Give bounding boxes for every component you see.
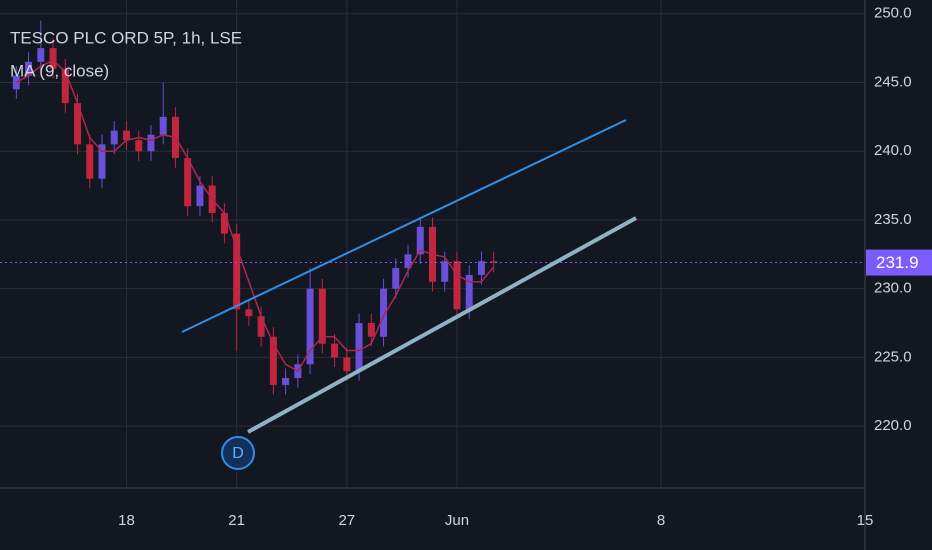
candle-body bbox=[355, 323, 363, 372]
last-price-box bbox=[866, 249, 932, 276]
annotation-label: D bbox=[232, 445, 244, 462]
candle-body bbox=[465, 274, 473, 310]
candle-body bbox=[220, 213, 228, 234]
x-tick-label: 15 bbox=[857, 512, 874, 529]
x-tick-label: 21 bbox=[228, 512, 245, 529]
candle-body bbox=[453, 261, 461, 310]
x-tick-label: 27 bbox=[338, 512, 355, 529]
candle-body bbox=[416, 226, 424, 255]
candle-body bbox=[49, 48, 57, 69]
chart-title: TESCO PLC ORD 5P, 1h, LSE bbox=[10, 28, 242, 47]
candle-body bbox=[404, 254, 412, 269]
candle-body bbox=[110, 130, 118, 145]
x-tick-label: 8 bbox=[657, 512, 665, 529]
x-tick-label: Jun bbox=[445, 512, 469, 529]
candle-body bbox=[122, 130, 130, 141]
y-tick-label: 220.0 bbox=[874, 417, 912, 434]
candle-body bbox=[37, 48, 45, 62]
candle-body bbox=[331, 343, 339, 358]
candle-body bbox=[477, 261, 485, 275]
candle-body bbox=[392, 268, 400, 289]
last-price-label: 231.9 bbox=[876, 253, 919, 272]
candle-body bbox=[380, 288, 388, 337]
candle-body bbox=[98, 144, 106, 179]
candle-body bbox=[367, 323, 375, 337]
candle-body bbox=[318, 288, 326, 344]
channel-lower-line bbox=[247, 216, 637, 434]
candle-body bbox=[184, 158, 192, 207]
candle-body bbox=[159, 116, 167, 135]
channel-upper-line bbox=[181, 119, 627, 333]
candle-body bbox=[282, 378, 290, 385]
candle-body bbox=[257, 316, 265, 337]
candle-body bbox=[74, 103, 82, 145]
candle-body bbox=[343, 357, 351, 372]
y-tick-label: 250.0 bbox=[874, 5, 912, 22]
candle-body bbox=[86, 144, 94, 179]
candle-body bbox=[269, 336, 277, 385]
plot bbox=[0, 20, 865, 395]
indicator-legend: MA (9, close) bbox=[10, 61, 109, 80]
candle-body bbox=[147, 134, 155, 152]
y-tick-label: 225.0 bbox=[874, 348, 912, 365]
candle-body bbox=[25, 61, 33, 76]
candle-body bbox=[306, 288, 314, 365]
moving-average-line bbox=[15, 59, 495, 373]
annotation-circle bbox=[221, 436, 255, 470]
y-tick-label: 235.0 bbox=[874, 211, 912, 228]
candle-body bbox=[196, 185, 204, 207]
y-tick-label: 245.0 bbox=[874, 73, 912, 90]
candle-body bbox=[135, 140, 143, 152]
candle-body bbox=[233, 233, 241, 310]
candle-body bbox=[441, 261, 449, 282]
y-tick-label: 230.0 bbox=[874, 280, 912, 297]
candle-body bbox=[61, 68, 69, 104]
y-tick-label: 240.0 bbox=[874, 142, 912, 159]
x-tick-label: 18 bbox=[118, 512, 135, 529]
candle-body bbox=[245, 309, 253, 317]
candle-body bbox=[490, 261, 498, 263]
